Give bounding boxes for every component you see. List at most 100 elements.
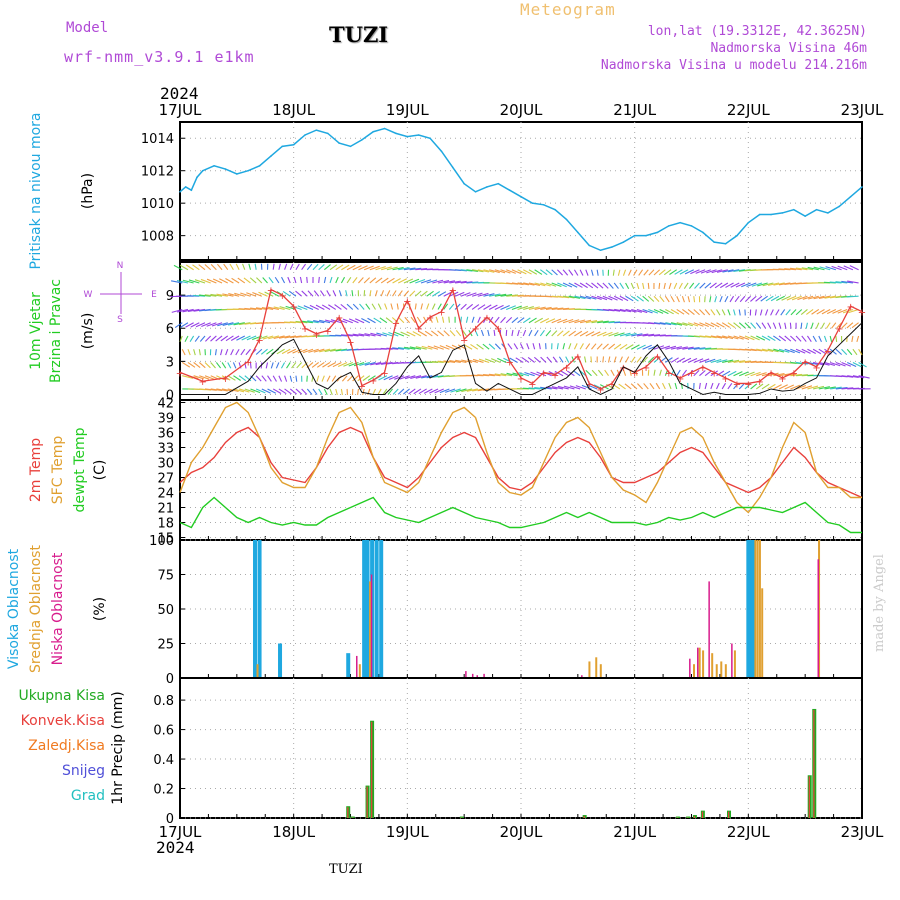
- wind-barb: [220, 335, 229, 342]
- wind-speed-point: +: [494, 324, 502, 335]
- wind-barb: [858, 361, 867, 368]
- wind-barb: [246, 335, 257, 341]
- wind-barb: [846, 295, 859, 298]
- wind-barb: [830, 386, 842, 390]
- pressure-point: [497, 182, 500, 185]
- wind-barb: [851, 322, 859, 329]
- wind-barb: [424, 330, 433, 337]
- wind-barb: [625, 295, 634, 302]
- wind-barb: [386, 277, 395, 284]
- y-tick-label: 0: [166, 672, 174, 687]
- wind-barb: [630, 383, 638, 390]
- pressure-point: [338, 142, 340, 144]
- wind-barb: [562, 318, 574, 324]
- wind-barb: [756, 372, 767, 377]
- wind-barb: [816, 308, 825, 315]
- wind-barb: [335, 276, 339, 284]
- wind-barb: [210, 362, 216, 369]
- wind-barb: [719, 296, 723, 303]
- wind-barb: [376, 332, 388, 337]
- wind-barb: [222, 322, 234, 326]
- wind-barb: [240, 348, 246, 356]
- wind-barb: [511, 329, 514, 337]
- wind-barb: [674, 269, 683, 275]
- wind-barb: [229, 263, 234, 271]
- wind-barb: [811, 309, 820, 315]
- wind-barb: [693, 358, 704, 363]
- wind-barb: [336, 318, 348, 324]
- wind-barb: [754, 309, 757, 316]
- wind-speed-point: +: [346, 337, 354, 348]
- wind-barb: [727, 370, 737, 377]
- cloud-bar: [476, 675, 479, 678]
- wind-barb: [602, 356, 605, 363]
- wind-barb: [795, 309, 803, 316]
- wind-barb: [755, 295, 763, 302]
- y-axis-label: Visoka Oblacnost: [6, 548, 22, 669]
- wind-barb: [378, 375, 388, 381]
- wind-barb: [590, 356, 593, 363]
- wind-barb: [262, 335, 274, 340]
- wind-barb: [223, 263, 229, 271]
- wind-barb: [733, 360, 746, 364]
- wind-barb: [813, 266, 825, 271]
- wind-barb: [795, 267, 808, 271]
- wind-barb: [565, 356, 570, 363]
- precip-bar-conv: [728, 811, 730, 818]
- wind-barb: [434, 388, 444, 394]
- cloud-bar: [374, 540, 379, 678]
- wind-barb: [494, 373, 507, 377]
- wind-barb: [225, 349, 229, 356]
- wind-barb: [329, 276, 333, 284]
- wind-barb: [347, 375, 354, 382]
- wind-barb: [465, 316, 469, 323]
- wind-barb: [429, 388, 439, 394]
- wind-barb: [506, 372, 518, 377]
- wind-barb: [584, 356, 587, 363]
- wind-barb: [727, 359, 740, 364]
- wind-barb: [373, 317, 382, 324]
- wind-barb: [341, 264, 350, 271]
- wind-speed-point: +: [687, 368, 695, 379]
- wind-barb: [573, 370, 581, 377]
- wind-speed-point: +: [278, 291, 286, 302]
- wind-barb: [762, 282, 774, 287]
- wind-barb: [235, 263, 240, 270]
- wind-speed-point: +: [460, 335, 468, 346]
- cloud-bar: [733, 650, 736, 678]
- wind-barb: [256, 277, 263, 284]
- pressure-point: [793, 208, 795, 211]
- wind-barb: [773, 282, 785, 286]
- wind-barb: [665, 308, 674, 315]
- wind-barb: [198, 264, 206, 271]
- wind-barb: [190, 322, 200, 328]
- wind-barb: [780, 309, 786, 316]
- wind-barb: [293, 276, 297, 284]
- wind-barb: [227, 375, 236, 381]
- wind-barb: [540, 306, 552, 311]
- wind-barb: [275, 362, 280, 369]
- wind-barb: [171, 308, 183, 313]
- wind-barb: [824, 386, 836, 390]
- wind-barb: [335, 264, 344, 271]
- wind-barb: [659, 308, 669, 315]
- wind-barb: [540, 317, 550, 324]
- wind-barb: [591, 343, 597, 350]
- wind-barb: [443, 360, 456, 364]
- wind-barb: [377, 388, 382, 395]
- y-axis-label: (m/s): [80, 313, 96, 350]
- wind-barb: [596, 343, 603, 350]
- wind-speed-point: +: [380, 368, 388, 379]
- wind-barb: [705, 335, 717, 339]
- wind-barb: [177, 308, 189, 313]
- wind-barb: [649, 382, 655, 390]
- wind-barb: [670, 308, 680, 315]
- wind-barb: [698, 382, 701, 390]
- wind-barb: [556, 343, 559, 350]
- wind-barb: [340, 276, 346, 284]
- wind-barb: [579, 282, 588, 289]
- y-axis-label: 2m Temp: [28, 438, 44, 502]
- wind-barb: [409, 290, 416, 297]
- wind-barb: [761, 322, 767, 329]
